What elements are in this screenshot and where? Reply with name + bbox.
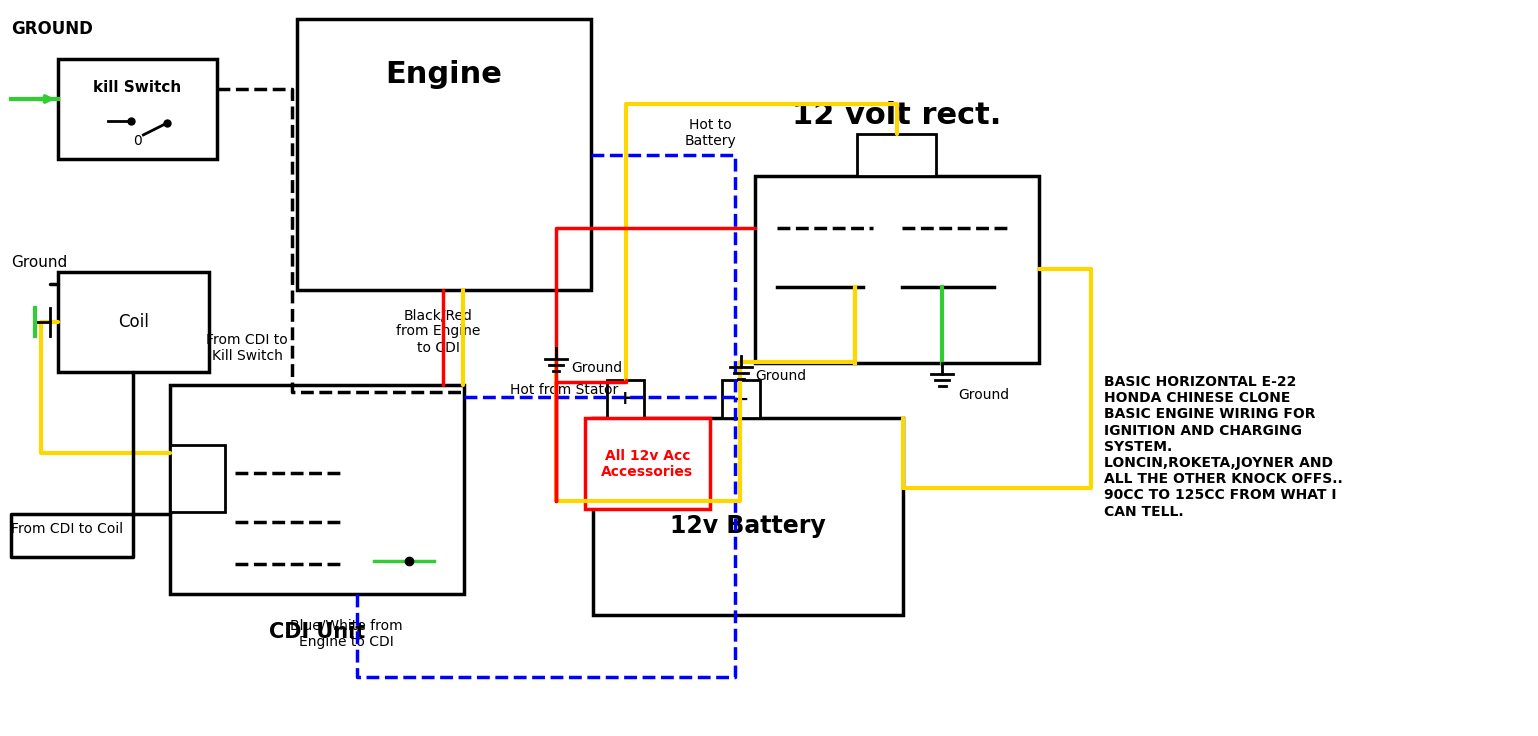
- Text: +: +: [617, 389, 634, 408]
- Text: 12 volt rect.: 12 volt rect.: [792, 102, 1001, 130]
- Text: 0: 0: [132, 134, 141, 148]
- Text: Ground: Ground: [571, 361, 621, 375]
- Text: GROUND: GROUND: [11, 21, 92, 38]
- Bar: [58, 59, 217, 159]
- Text: Black/Red
from Engine
to CDI: Black/Red from Engine to CDI: [397, 308, 480, 355]
- Text: Hot from Stator: Hot from Stator: [511, 383, 618, 397]
- Bar: [171, 385, 464, 594]
- Text: BASIC HORIZONTAL E-22
HONDA CHINESE CLONE
BASIC ENGINE WIRING FOR
IGNITION AND C: BASIC HORIZONTAL E-22 HONDA CHINESE CLON…: [1104, 375, 1343, 519]
- Text: −: −: [734, 389, 749, 408]
- Bar: [171, 445, 225, 512]
- Text: From CDI to
Kill Switch: From CDI to Kill Switch: [206, 333, 288, 363]
- Text: CDI Unit: CDI Unit: [269, 622, 366, 642]
- Text: kill Switch: kill Switch: [94, 79, 181, 94]
- Text: Ground: Ground: [11, 255, 68, 270]
- Text: Blue/White from
Engine to CDI: Blue/White from Engine to CDI: [291, 619, 403, 649]
- Text: Engine: Engine: [386, 60, 503, 88]
- Bar: [857, 134, 937, 176]
- Text: Ground: Ground: [958, 388, 1009, 402]
- Text: All 12v Acc
Accessories: All 12v Acc Accessories: [601, 448, 694, 478]
- Text: Hot to
Battery: Hot to Battery: [684, 118, 737, 148]
- Bar: [755, 176, 1040, 363]
- FancyBboxPatch shape: [584, 418, 711, 509]
- Bar: [592, 418, 903, 615]
- Text: Ground: Ground: [755, 369, 806, 383]
- Text: Coil: Coil: [118, 314, 149, 331]
- Text: 12v Battery: 12v Battery: [671, 514, 826, 539]
- Text: From CDI to Coil: From CDI to Coil: [11, 523, 123, 537]
- Bar: [58, 272, 209, 372]
- Bar: [723, 380, 760, 418]
- Bar: [606, 380, 644, 418]
- Bar: [297, 19, 591, 290]
